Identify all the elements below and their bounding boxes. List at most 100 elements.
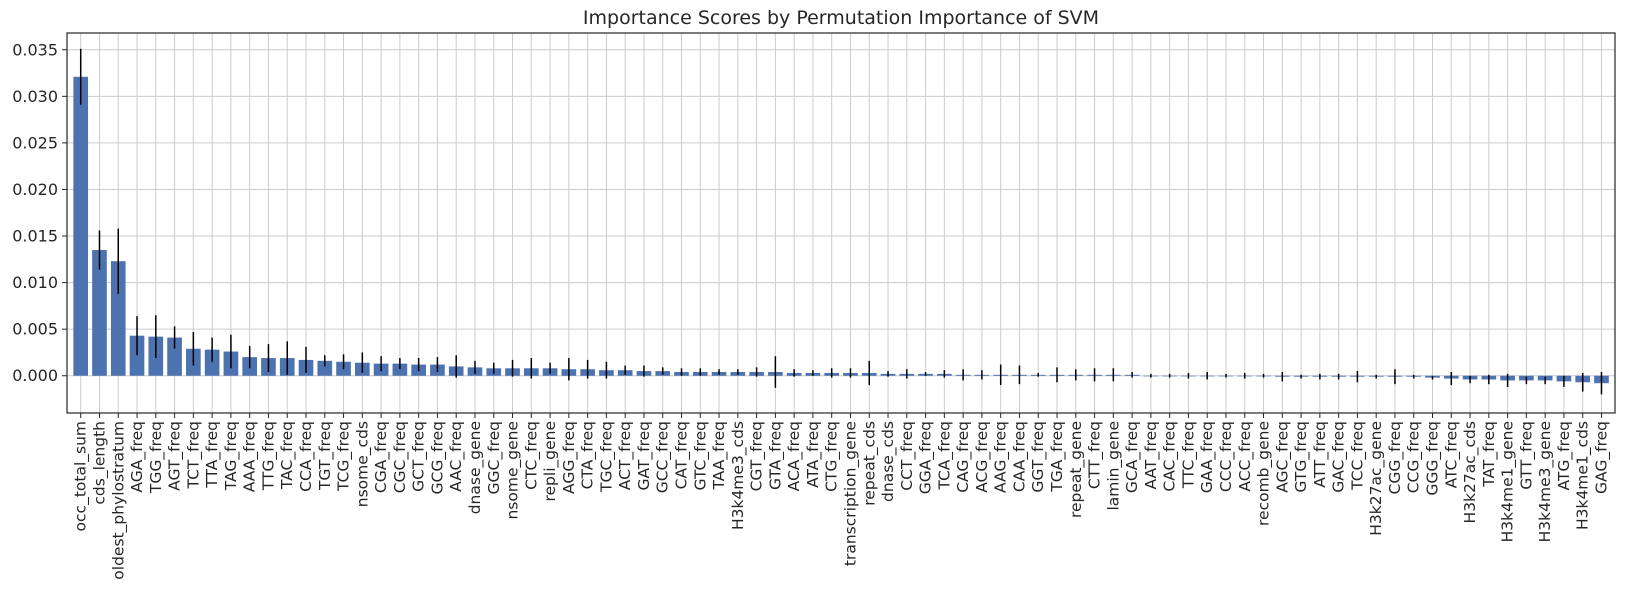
x-tick-label: H3k4me1_gene <box>1499 421 1518 542</box>
x-tick-label: TTG_freq <box>259 421 278 491</box>
x-tick-label: GCT_freq <box>410 421 429 492</box>
x-tick-label: CCA_freq <box>297 421 316 492</box>
x-tick-label: CGA_freq <box>372 421 391 493</box>
x-tick-label: CAG_freq <box>954 421 973 493</box>
x-tick-label: dnase_gene <box>466 421 485 514</box>
x-tick-label: GAA_freq <box>1198 421 1217 493</box>
bar-occ_total_sum <box>73 76 89 376</box>
x-tick-label: CCT_freq <box>898 421 917 491</box>
x-tick-label: GTT_freq <box>1517 421 1536 490</box>
x-tick-label: nsome_gene <box>504 421 523 520</box>
x-tick-label: TAA_freq <box>710 421 729 491</box>
error-bars-group <box>79 48 1603 395</box>
x-tick-label: AAC_freq <box>447 421 466 492</box>
x-tick-label: TCA_freq <box>935 421 954 491</box>
x-tick-label: TGG_freq <box>147 421 166 494</box>
x-tick-label: CTT_freq <box>1086 421 1105 489</box>
x-tick-label: CAA_freq <box>1010 421 1029 492</box>
x-tick-label: ATT_freq <box>1311 421 1330 488</box>
x-tick-label: AGT_freq <box>166 421 185 491</box>
x-tick-label: CAC_freq <box>1161 421 1180 492</box>
x-tick-label: GTG_freq <box>1292 421 1311 493</box>
x-tick-label: TGT_freq <box>316 421 335 491</box>
x-axis: occ_total_sum cds_length oldest_phylostrat… <box>72 413 1611 580</box>
x-tick-label: ACG_freq <box>973 421 992 493</box>
x-tick-label: TCG_freq <box>335 421 354 492</box>
x-tick-label: H3k4me3_cds <box>729 421 748 530</box>
x-tick-label: GCG_freq <box>428 421 447 494</box>
x-tick-label: TAT_freq <box>1480 421 1499 488</box>
x-tick-label: CTC_freq <box>522 421 541 490</box>
x-tick-label: GGC_freq <box>485 421 504 494</box>
x-tick-label: CCG_freq <box>1405 421 1424 493</box>
x-tick-label: ATG_freq <box>1555 421 1574 491</box>
bar-TGT_freq <box>317 360 333 376</box>
x-tick-label: TGA_freq <box>1048 421 1067 493</box>
x-tick-label: H3k4me3_gene <box>1536 421 1555 542</box>
x-tick-label: H3k27ac_gene <box>1367 421 1386 536</box>
bar-AGT_freq <box>167 337 182 376</box>
x-tick-label: CAT_freq <box>673 421 692 489</box>
x-tick-label: ACC_freq <box>1236 421 1255 492</box>
x-tick-label: transcription_gene <box>841 421 860 566</box>
x-tick-label: GAG_freq <box>1592 421 1611 494</box>
x-tick-label: H3k27ac_cds <box>1461 421 1480 523</box>
x-tick-label: dnase_cds <box>879 421 898 502</box>
x-tick-label: repeat_gene <box>1067 421 1086 518</box>
x-tick-label: CGT_freq <box>748 421 767 491</box>
x-tick-label: TAC_freq <box>278 421 297 490</box>
x-tick-label: ATC_freq <box>1442 421 1461 488</box>
x-tick-label: cds_length <box>90 421 109 505</box>
x-tick-label: AGA_freq <box>128 421 147 493</box>
x-tick-label: oldest_phylostratum <box>109 421 128 580</box>
x-tick-label: GTC_freq <box>691 421 710 490</box>
x-tick-label: TAG_freq <box>222 421 241 491</box>
x-tick-label: GGT_freq <box>1029 421 1048 493</box>
x-tick-label: lamin_gene <box>1104 421 1123 511</box>
y-tick-label: 0.010 <box>12 273 58 292</box>
y-tick-label: 0.025 <box>12 133 58 152</box>
x-tick-label: CGG_freq <box>1386 421 1405 494</box>
y-tick-label: 0.005 <box>12 320 58 339</box>
x-tick-label: AGG_freq <box>560 421 579 494</box>
x-tick-label: AAT_freq <box>1142 421 1161 490</box>
x-tick-label: AAG_freq <box>992 421 1011 493</box>
y-tick-label: 0.015 <box>12 227 58 246</box>
y-axis: 0.000 0.005 0.010 0.015 0.020 0.025 0.030 0.035 <box>12 40 67 385</box>
x-tick-label: GTA_freq <box>766 421 785 490</box>
bar-cds_length <box>92 250 107 376</box>
plot-background <box>67 33 1615 413</box>
x-tick-label: occ_total_sum <box>72 421 91 531</box>
x-tick-label: CCC_freq <box>1217 421 1236 492</box>
x-tick-label: GCA_freq <box>1123 421 1142 493</box>
x-tick-label: TTC_freq <box>1179 421 1198 489</box>
x-tick-label: H3k4me1_cds <box>1574 421 1593 530</box>
x-tick-label: repli_gene <box>541 421 560 502</box>
x-tick-label: CTG_freq <box>823 421 842 492</box>
bar-oldest_phylostratum <box>110 261 126 376</box>
x-tick-label: GGA_freq <box>917 421 936 494</box>
bar-TTA_freq <box>204 349 220 376</box>
y-tick-label: 0.000 <box>12 366 58 385</box>
x-tick-label: TCC_freq <box>1348 421 1367 491</box>
x-tick-label: GGG_freq <box>1424 421 1443 496</box>
x-tick-label: ATA_freq <box>804 421 823 488</box>
bar-CGC_freq <box>392 363 408 376</box>
x-tick-label: repeat_cds <box>860 421 879 506</box>
x-tick-label: TGC_freq <box>597 421 616 493</box>
y-tick-label: 0.020 <box>12 180 58 199</box>
x-tick-label: recomb_gene <box>1255 421 1274 526</box>
x-tick-label: TTA_freq <box>203 421 222 489</box>
x-tick-label: TCT_freq <box>184 421 203 489</box>
grid-lines <box>67 33 1615 413</box>
x-tick-label: nsome_cds <box>353 421 372 507</box>
y-tick-label: 0.030 <box>12 87 58 106</box>
x-tick-label: GAT_freq <box>635 421 654 491</box>
bar-AGA_freq <box>129 335 145 376</box>
x-tick-label: GCC_freq <box>654 421 673 493</box>
x-tick-label: CGC_freq <box>391 421 410 493</box>
y-tick-label: 0.035 <box>12 40 58 59</box>
plot-frame <box>66 32 1616 414</box>
